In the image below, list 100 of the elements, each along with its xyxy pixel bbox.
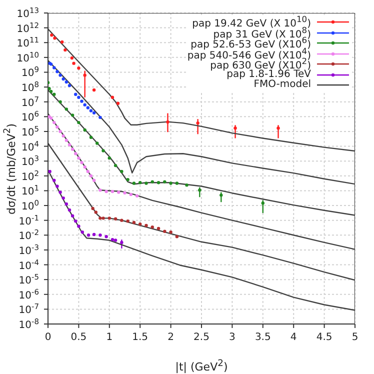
x-axis-title: |t| (GeV$^{2}$) bbox=[175, 358, 228, 374]
point bbox=[56, 125, 59, 129]
point bbox=[144, 182, 148, 185]
point bbox=[70, 148, 74, 151]
point bbox=[77, 96, 80, 99]
point bbox=[92, 178, 96, 182]
point bbox=[135, 194, 139, 198]
point bbox=[156, 226, 160, 230]
point bbox=[175, 182, 179, 185]
point bbox=[166, 120, 170, 124]
y-tick-label: 10$^{8}$ bbox=[21, 80, 40, 94]
y-tick-label: 10$^{-5}$ bbox=[18, 272, 40, 287]
x-tick-label: 5 bbox=[352, 332, 358, 343]
point bbox=[116, 102, 120, 105]
point bbox=[114, 164, 118, 168]
point bbox=[92, 111, 96, 114]
point bbox=[169, 230, 172, 234]
point bbox=[92, 232, 96, 236]
point bbox=[86, 106, 90, 110]
point bbox=[96, 142, 99, 145]
point bbox=[80, 161, 84, 164]
point bbox=[64, 202, 68, 206]
point bbox=[98, 234, 102, 237]
point bbox=[83, 128, 86, 132]
point bbox=[74, 92, 78, 96]
point bbox=[98, 116, 102, 120]
point bbox=[62, 134, 65, 138]
x-tick-label: 2 bbox=[168, 332, 174, 343]
point bbox=[198, 188, 202, 192]
y-tick-label: 10$^{6}$ bbox=[21, 109, 40, 124]
x-tick-label: 4.5 bbox=[316, 332, 332, 343]
point bbox=[138, 222, 142, 226]
point bbox=[108, 216, 111, 220]
point bbox=[110, 96, 114, 99]
y-tick-label: 10$^{12}$ bbox=[16, 20, 40, 35]
point bbox=[52, 120, 56, 124]
point bbox=[77, 224, 80, 228]
point bbox=[86, 170, 90, 174]
point bbox=[117, 190, 120, 194]
point bbox=[98, 188, 102, 192]
point bbox=[114, 238, 118, 242]
point bbox=[120, 170, 124, 174]
x-tick-label: 1.5 bbox=[132, 332, 148, 343]
point bbox=[163, 230, 166, 233]
point bbox=[86, 234, 90, 237]
line-series bbox=[48, 113, 355, 250]
x-tick-label: 1 bbox=[106, 332, 113, 343]
point bbox=[62, 196, 65, 200]
point bbox=[220, 194, 223, 197]
legend-label: pap 1.8-1.96 TeV bbox=[226, 68, 311, 80]
y-tick-label: 10$^{9}$ bbox=[21, 64, 40, 80]
point bbox=[52, 92, 56, 96]
point bbox=[77, 156, 80, 160]
point bbox=[56, 70, 59, 74]
point bbox=[62, 77, 65, 81]
y-tick-label: 10$^{5}$ bbox=[21, 124, 40, 138]
point bbox=[196, 121, 200, 125]
y-tick-label: 10$^{11}$ bbox=[16, 35, 40, 50]
point bbox=[94, 210, 98, 214]
point bbox=[138, 181, 142, 184]
point bbox=[126, 219, 130, 223]
y-tick-label: 10$^{-6}$ bbox=[18, 286, 40, 302]
y-tick-label: 10$^{7}$ bbox=[21, 94, 40, 109]
point bbox=[144, 224, 148, 228]
point bbox=[129, 192, 132, 196]
point bbox=[120, 240, 124, 244]
y-tick-label: 10$^{2}$ bbox=[21, 168, 40, 183]
point bbox=[163, 180, 166, 184]
point bbox=[156, 181, 160, 184]
y-tick-label: 10$^{4}$ bbox=[21, 138, 40, 154]
point bbox=[60, 40, 64, 44]
point bbox=[276, 126, 280, 130]
point bbox=[185, 183, 188, 187]
point bbox=[58, 130, 62, 134]
point bbox=[91, 206, 94, 210]
point bbox=[68, 143, 72, 146]
point bbox=[52, 178, 56, 182]
x-tick-label: 0 bbox=[44, 332, 52, 343]
point bbox=[80, 100, 84, 103]
point bbox=[77, 66, 80, 70]
point bbox=[150, 225, 154, 229]
point bbox=[120, 218, 124, 222]
point bbox=[126, 178, 130, 182]
point bbox=[234, 126, 237, 130]
point bbox=[104, 235, 108, 238]
point bbox=[50, 34, 54, 37]
y-tick-label: 10$^{-8}$ bbox=[18, 316, 40, 331]
point bbox=[110, 238, 114, 242]
y-tick-label: 10$^{1}$ bbox=[21, 183, 40, 198]
point bbox=[150, 180, 154, 184]
point bbox=[58, 190, 62, 194]
point bbox=[102, 149, 105, 152]
point bbox=[74, 219, 78, 223]
point bbox=[68, 208, 72, 212]
point bbox=[110, 190, 114, 194]
point bbox=[108, 156, 111, 160]
point bbox=[261, 202, 264, 205]
line-series bbox=[48, 142, 355, 281]
point bbox=[58, 100, 62, 104]
point bbox=[56, 184, 59, 188]
